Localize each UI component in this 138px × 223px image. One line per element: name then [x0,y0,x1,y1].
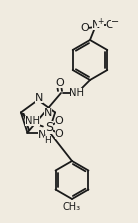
Text: +: + [97,17,104,27]
Text: O: O [81,23,89,33]
Text: S: S [45,121,53,134]
Text: N: N [92,20,100,30]
Text: CH₃: CH₃ [63,202,81,212]
Text: O: O [55,129,63,139]
Text: O: O [106,20,114,30]
Text: O: O [55,116,63,126]
Text: N: N [35,93,43,103]
Text: NH: NH [70,88,84,98]
Text: NH: NH [25,116,40,126]
Text: O: O [56,78,64,88]
Text: N: N [44,108,52,118]
Text: H: H [44,136,51,145]
Text: −: − [111,17,119,27]
Text: N: N [38,130,47,140]
